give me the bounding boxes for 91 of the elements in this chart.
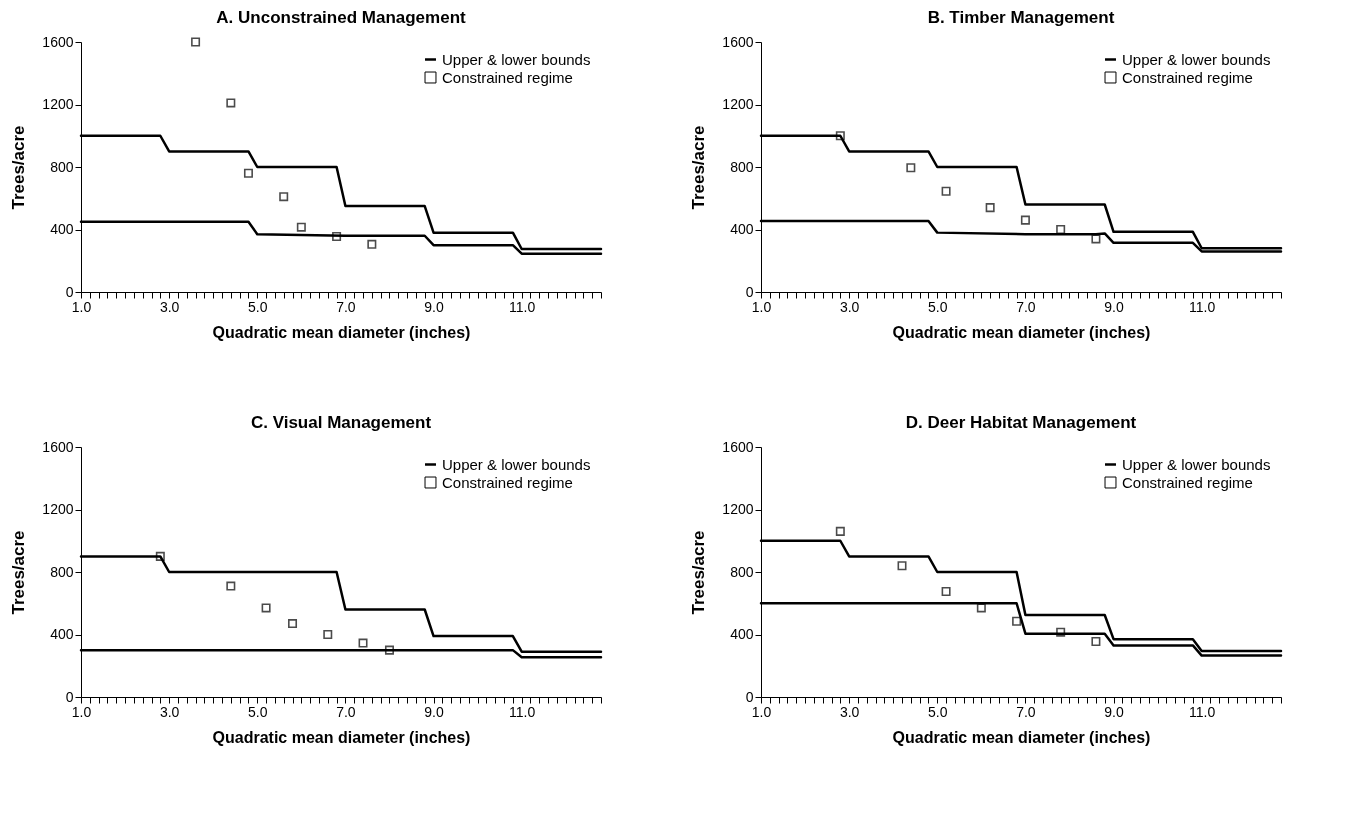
y-tick-label: 1600 — [722, 438, 754, 455]
y-tick-label: 800 — [50, 563, 74, 580]
point — [1056, 627, 1066, 637]
y-tick-label: 800 — [730, 563, 754, 580]
y-tick-label: 0 — [745, 688, 754, 705]
legend-label: Upper & lower bounds — [442, 455, 591, 473]
x-tick-label: 9.0 — [424, 703, 444, 720]
y-axis-title: Trees/acre — [9, 530, 29, 615]
point — [835, 131, 845, 141]
y-tick-label: 400 — [50, 221, 74, 237]
y-tick-label: 1200 — [722, 501, 754, 517]
y-tick-label: 0 — [745, 283, 754, 300]
x-tick-label: 11.0 — [1189, 298, 1216, 315]
y-tick-label: 400 — [730, 221, 754, 237]
point — [1091, 637, 1101, 647]
x-tick-label: 7.0 — [1016, 703, 1036, 720]
x-tick-label: 1.0 — [71, 298, 92, 315]
x-tick-label: 9.0 — [1104, 298, 1124, 315]
legend-label: Constrained regime — [1122, 473, 1253, 491]
y-tick-label: 800 — [730, 158, 754, 175]
y-tick-label: 1200 — [42, 501, 74, 517]
x-tick-label: 3.0 — [159, 703, 180, 720]
legend-label: Upper & lower bounds — [1122, 50, 1271, 68]
legend-label: Constrained regime — [442, 68, 573, 86]
y-axis-title: Trees/acre — [689, 125, 709, 210]
x-axis-title: Quadratic mean diameter (inches) — [892, 728, 1151, 746]
point — [323, 629, 333, 640]
chart-title: A. Unconstrained Management — [216, 8, 467, 27]
point — [906, 163, 916, 173]
chart-title: D. Deer Habitat Management — [905, 413, 1137, 432]
point — [941, 587, 951, 597]
x-tick-label: 5.0 — [928, 703, 948, 720]
legend-label: Constrained regime — [1122, 68, 1253, 86]
point — [332, 232, 342, 242]
point — [243, 168, 253, 178]
point — [1020, 215, 1030, 225]
x-tick-label: 9.0 — [1104, 703, 1124, 720]
point — [985, 203, 995, 213]
point — [835, 526, 845, 536]
x-tick-label: 5.0 — [928, 298, 948, 315]
x-tick-label: 5.0 — [248, 703, 268, 720]
point — [288, 619, 298, 629]
point — [155, 551, 165, 561]
x-tick-label: 7.0 — [336, 703, 356, 720]
y-tick-label: 400 — [50, 626, 74, 642]
y-tick-label: 1600 — [42, 438, 74, 455]
y-tick-label: 800 — [50, 158, 74, 175]
point — [226, 98, 236, 108]
point — [261, 603, 271, 613]
x-tick-label: 1.0 — [751, 298, 772, 315]
y-tick-label: 1600 — [42, 33, 74, 50]
point — [367, 239, 377, 249]
x-tick-label: 11.0 — [509, 703, 536, 720]
x-tick-label: 5.0 — [248, 298, 268, 315]
point — [941, 186, 951, 196]
y-axis-title: Trees/acre — [9, 125, 29, 210]
x-axis-title: Quadratic mean diameter (inches) — [212, 728, 471, 746]
x-tick-label: 1.0 — [71, 703, 92, 720]
y-tick-label: 1200 — [42, 96, 74, 112]
x-tick-label: 11.0 — [509, 298, 536, 315]
legend-label: Upper & lower bounds — [1122, 455, 1271, 473]
x-tick-label: 3.0 — [839, 298, 860, 315]
y-axis-title: Trees/acre — [689, 530, 709, 615]
point — [897, 561, 907, 571]
point — [1091, 234, 1101, 244]
x-tick-label: 11.0 — [1189, 703, 1216, 720]
y-tick-label: 0 — [65, 283, 74, 300]
point — [279, 192, 289, 202]
point — [226, 581, 236, 591]
point — [358, 638, 368, 648]
x-axis-title: Quadratic mean diameter (inches) — [212, 323, 471, 341]
legend-label: Upper & lower bounds — [442, 50, 591, 68]
point — [1012, 616, 1022, 626]
point — [191, 37, 201, 47]
chart-title: C. Visual Management — [250, 413, 432, 432]
point — [976, 603, 986, 613]
x-tick-label: 7.0 — [1016, 298, 1036, 315]
point — [384, 645, 394, 655]
y-tick-label: 1200 — [722, 96, 754, 112]
x-tick-label: 7.0 — [336, 298, 356, 315]
y-tick-label: 400 — [730, 626, 754, 642]
x-tick-label: 3.0 — [839, 703, 860, 720]
x-tick-label: 3.0 — [159, 298, 180, 315]
y-tick-label: 0 — [65, 688, 74, 705]
x-tick-label: 9.0 — [424, 298, 444, 315]
legend-label: Constrained regime — [442, 473, 573, 491]
x-axis-title: Quadratic mean diameter (inches) — [892, 323, 1151, 341]
point — [296, 222, 306, 232]
y-tick-label: 1600 — [722, 33, 754, 50]
x-tick-label: 1.0 — [751, 703, 772, 720]
chart-title: B. Timber Management — [927, 8, 1115, 27]
